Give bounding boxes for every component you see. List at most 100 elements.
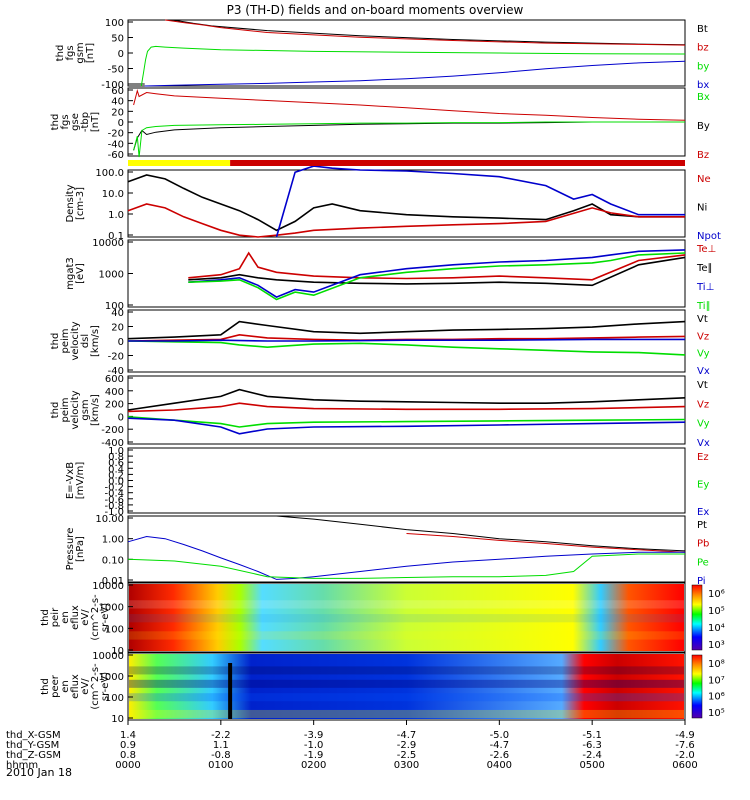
y-tick-label: -20 — [108, 352, 124, 363]
series-line-Vt — [127, 388, 686, 411]
y-tick-label: -0.6 — [104, 495, 124, 506]
y-axis-label: eflux — [70, 674, 81, 699]
legend-entry: Vt — [697, 380, 708, 391]
legend-entry: Vz — [697, 399, 709, 410]
heatmap-band — [129, 693, 684, 702]
y-tick-label: 40 — [111, 97, 124, 108]
y-axis-label: peer — [50, 674, 61, 698]
colorbar-tick-label: 10⁸ — [708, 659, 725, 670]
y-tick-label: 10 — [111, 714, 124, 725]
legend-entry: Bz — [697, 150, 709, 161]
colorbar-tick-label: 10⁷ — [708, 675, 725, 686]
y-axis-label: [km/s] — [90, 325, 101, 357]
y-axis-label: en — [60, 611, 71, 624]
y-tick-label: 0.1 — [108, 231, 124, 242]
mode-bar-slow — [128, 160, 231, 166]
y-tick-label: 10000 — [92, 238, 124, 249]
legend-entry: Bt — [697, 24, 708, 35]
mode-bar-fast — [230, 160, 685, 166]
legend-entry: Pi — [697, 576, 706, 587]
panel-frame — [127, 169, 686, 238]
y-axis-label: thd — [40, 678, 51, 695]
y-axis-label: sr-eV) — [100, 672, 111, 701]
colorbar — [691, 584, 703, 651]
x-row-label: thd_Z-GSM — [6, 750, 61, 761]
series-line-by — [140, 45, 686, 87]
legend-entry: Te∥ — [696, 263, 713, 274]
x-tick-label: 0100 — [208, 760, 233, 771]
legend-entry: Bx — [697, 92, 710, 103]
legend-entry: Pb — [697, 539, 709, 550]
x-tick-label: 1.4 — [120, 730, 136, 741]
x-tick-label: -6.3 — [582, 740, 602, 751]
y-tick-label: 400 — [105, 387, 124, 398]
panel-elec_spec: 10⁸ 10⁷ 10⁶ 10⁵ 10000 1000 100 10 thd peer en eflux… — [40, 651, 725, 725]
panel-density: 100.0 10.0 1.0 0.1 Density [cm-3] Ne Ni Npot — [65, 165, 721, 242]
y-tick-label: 0.2 — [108, 470, 124, 481]
y-axis-label: eV/ — [80, 678, 91, 695]
legend-entry: Te⊥ — [696, 244, 716, 255]
y-axis-label: thd — [50, 402, 61, 419]
x-tick-label: -1.0 — [304, 740, 324, 751]
series-line-Bt — [169, 19, 686, 46]
y-tick-label: 100 — [105, 693, 124, 704]
series-line-Te∥ — [188, 256, 686, 287]
heatmap-band — [129, 709, 684, 718]
x-tick-label: 0600 — [672, 760, 697, 771]
y-tick-label: 10000 — [92, 581, 124, 592]
y-tick-label: -200 — [101, 425, 124, 436]
x-tick-label: 0000 — [115, 760, 140, 771]
x-tick-label: 0400 — [487, 760, 512, 771]
x-tick-label: 0500 — [579, 760, 604, 771]
y-tick-label: 0.0 — [108, 477, 124, 488]
x-tick-label: 0200 — [301, 760, 326, 771]
series-line-Vy — [127, 416, 686, 428]
legend-entry: Vx — [697, 438, 710, 449]
y-tick-label: -20 — [108, 129, 124, 140]
legend-entry: by — [697, 61, 709, 72]
y-axis-label: velocity — [70, 390, 81, 429]
x-tick-label: -2.6 — [490, 750, 510, 761]
y-tick-label: -100 — [101, 80, 124, 91]
y-tick-label: -40 — [108, 139, 124, 150]
y-tick-label: 10.0 — [102, 189, 124, 200]
x-row-label: thd_X-GSM — [6, 730, 61, 741]
y-axis-label: [cm-3] — [75, 187, 86, 220]
panel-frame — [127, 19, 686, 87]
x-tick-label: -2.5 — [397, 750, 417, 761]
x-tick-label: -4.7 — [490, 740, 510, 751]
y-axis-label: [nT] — [85, 43, 96, 63]
legend-entry: bx — [697, 80, 709, 91]
panel-pressure: 10.00 1.00 0.10 0.01 Pressure [nPa] Pt Pb Pe Pi — [65, 514, 709, 587]
series-line-Ti∥ — [188, 252, 686, 301]
series-line-Vy — [127, 340, 686, 356]
series-line-Pe — [127, 553, 685, 579]
data-gap-bar — [228, 663, 233, 719]
y-axis-label: mgat3 — [65, 257, 76, 290]
x-tick-label: -3.9 — [304, 730, 324, 741]
y-tick-label: 10.00 — [95, 514, 124, 525]
legend-entry: Vt — [697, 314, 708, 325]
y-tick-label: 0.4 — [108, 464, 124, 475]
heatmap-band — [129, 679, 684, 688]
x-row-label: thd_Y-GSM — [6, 740, 59, 751]
series-line-bx — [144, 60, 686, 87]
panel-frame — [127, 515, 686, 583]
y-axis-label: velocity — [70, 321, 81, 360]
legend-entry: Ez — [697, 452, 709, 463]
date-label: 2010 Jan 18 — [6, 766, 72, 779]
heatmap-band — [129, 614, 684, 623]
y-axis-label: eV/ — [80, 609, 91, 626]
legend-entry: Ne — [697, 174, 711, 185]
series-line-Vz — [127, 402, 686, 413]
y-axis-label: peim — [60, 397, 71, 422]
y-tick-label: 600 — [105, 374, 124, 385]
y-tick-label: 100 — [105, 624, 124, 635]
series-line-Bx — [133, 121, 685, 158]
legend-entry: bz — [697, 43, 709, 54]
series-line-Bz — [133, 88, 686, 121]
y-axis-label: sr-eV) — [100, 603, 111, 632]
legend-entry: Vy — [697, 419, 710, 430]
